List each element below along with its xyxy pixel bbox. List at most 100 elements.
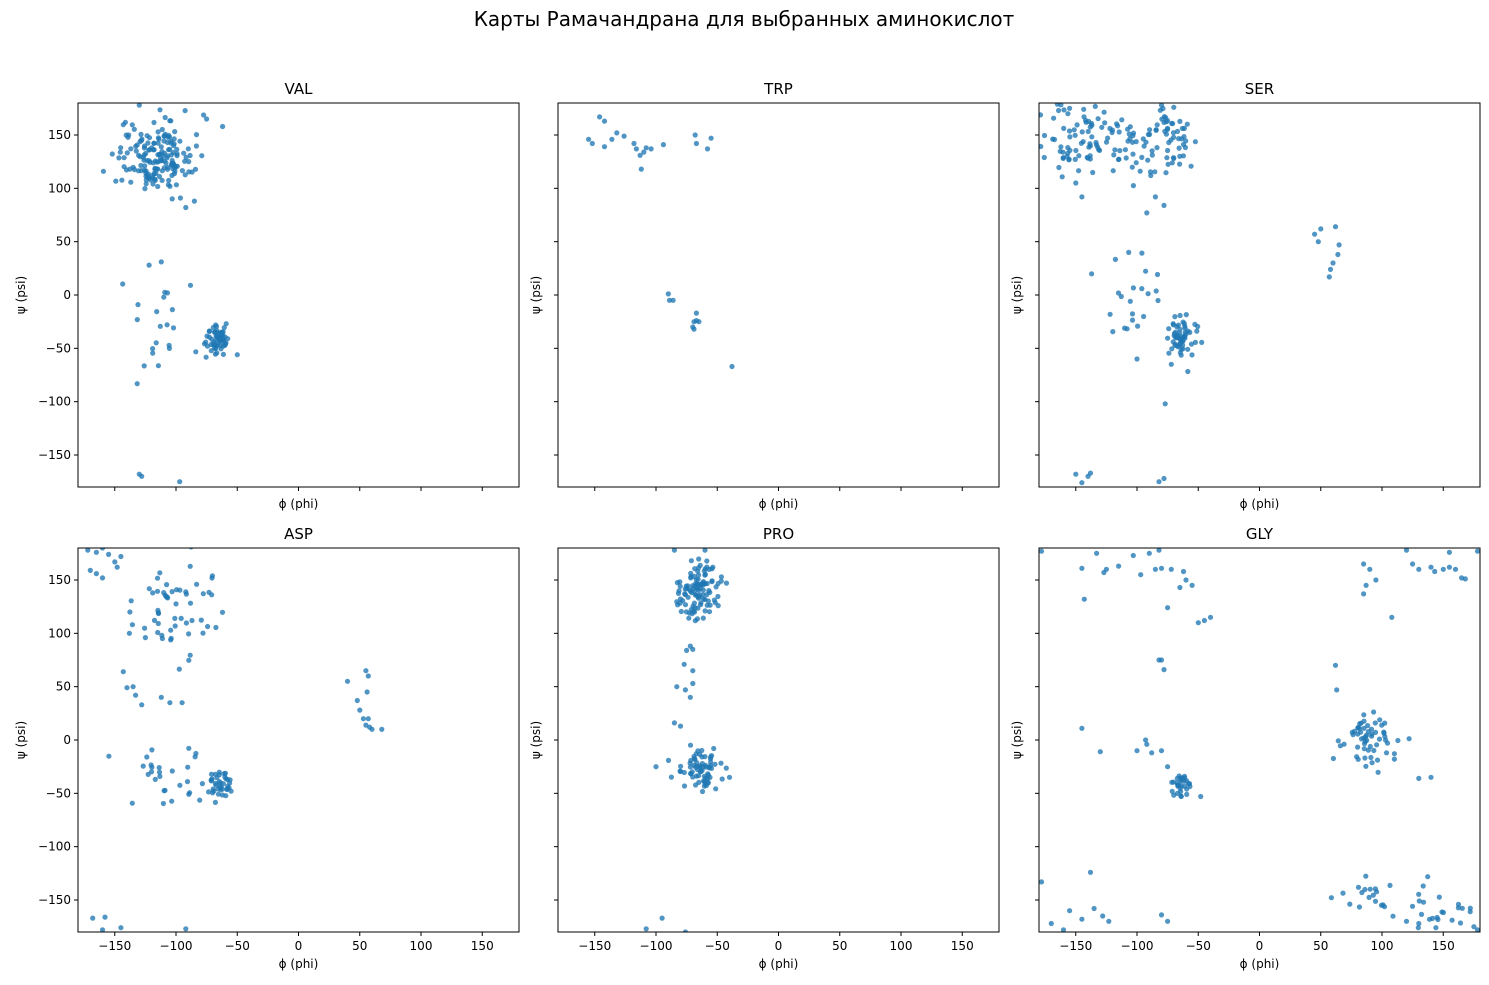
data-point	[1101, 109, 1107, 115]
data-point	[1039, 548, 1045, 554]
data-point	[1129, 317, 1136, 323]
data-point	[120, 122, 126, 128]
data-point	[684, 647, 690, 654]
data-point	[1081, 106, 1087, 112]
data-point	[178, 615, 184, 622]
data-point	[1039, 112, 1044, 118]
data-point	[344, 678, 351, 684]
x-axis-label: ϕ (phi)	[279, 957, 319, 971]
data-point	[1330, 260, 1336, 266]
data-point	[174, 151, 180, 157]
data-point	[702, 754, 708, 760]
data-point	[1436, 894, 1442, 900]
data-point	[124, 685, 130, 691]
data-point	[1139, 250, 1145, 256]
data-point	[151, 617, 158, 624]
data-point	[1337, 743, 1343, 749]
data-point	[1169, 120, 1175, 126]
data-point	[1097, 147, 1103, 153]
data-point	[156, 765, 162, 771]
data-point	[1169, 779, 1175, 785]
data-point	[1198, 793, 1204, 800]
data-point	[1143, 268, 1149, 274]
data-point	[1375, 769, 1381, 775]
data-point	[213, 343, 219, 349]
data-point	[1130, 552, 1136, 559]
data-point	[155, 129, 161, 135]
data-point	[704, 558, 710, 564]
data-point	[1363, 763, 1369, 769]
data-point	[1420, 883, 1426, 889]
data-point	[695, 568, 701, 574]
data-point	[1459, 905, 1465, 911]
data-point	[205, 623, 211, 630]
data-point	[188, 548, 194, 550]
data-point	[164, 166, 171, 172]
data-point	[682, 602, 689, 608]
data-point	[182, 158, 188, 164]
data-point	[186, 159, 192, 165]
data-point	[213, 782, 219, 788]
data-point	[1079, 565, 1085, 571]
data-point	[643, 926, 649, 932]
data-point	[1415, 925, 1421, 931]
data-point	[187, 563, 193, 569]
data-point	[1063, 97, 1068, 102]
data-point	[1184, 791, 1190, 798]
y-tick-label: −50	[46, 786, 71, 800]
data-point	[1334, 687, 1340, 693]
data-point	[718, 578, 724, 584]
y-tick-label: 0	[63, 733, 71, 747]
data-point	[1165, 918, 1171, 924]
data-point	[1382, 720, 1388, 726]
data-point	[1371, 747, 1377, 754]
data-point	[1165, 605, 1171, 611]
data-point	[696, 773, 702, 779]
data-point	[1416, 566, 1422, 572]
data-point	[155, 629, 161, 636]
data-point	[156, 769, 163, 775]
data-point	[1416, 891, 1422, 897]
data-point	[1352, 728, 1358, 734]
data-point	[1149, 152, 1155, 158]
data-point	[130, 684, 136, 690]
y-axis-label: ψ (psi)	[529, 276, 543, 314]
data-point	[1175, 322, 1181, 328]
data-point	[690, 774, 696, 780]
data-point	[1133, 160, 1139, 166]
data-point	[711, 745, 717, 752]
y-tick-label: 0	[63, 288, 71, 302]
data-point	[1173, 341, 1179, 347]
data-point	[1090, 169, 1096, 176]
data-point	[161, 138, 167, 144]
data-point	[129, 800, 135, 806]
data-point	[1455, 905, 1461, 911]
data-point	[1359, 889, 1365, 896]
data-point	[1172, 314, 1178, 320]
data-point	[179, 700, 185, 706]
data-point	[1111, 152, 1117, 158]
data-point	[1103, 566, 1109, 572]
data-point	[219, 609, 226, 615]
data-point	[678, 768, 684, 775]
data-point	[159, 126, 165, 133]
data-point	[1137, 168, 1143, 174]
scatter-series	[85, 548, 385, 932]
data-point	[1192, 321, 1198, 327]
data-point	[698, 600, 704, 606]
data-point	[212, 799, 218, 806]
data-point	[1199, 339, 1205, 345]
data-point	[152, 776, 158, 783]
data-point	[1116, 129, 1122, 135]
data-point	[128, 598, 134, 604]
data-point	[172, 615, 178, 622]
data-point	[1171, 104, 1177, 110]
data-point	[208, 778, 214, 784]
data-point	[1201, 617, 1207, 624]
data-point	[1156, 479, 1162, 485]
data-point	[1089, 134, 1095, 140]
data-point	[168, 118, 174, 124]
data-point	[1374, 742, 1380, 748]
data-point	[1127, 298, 1133, 304]
